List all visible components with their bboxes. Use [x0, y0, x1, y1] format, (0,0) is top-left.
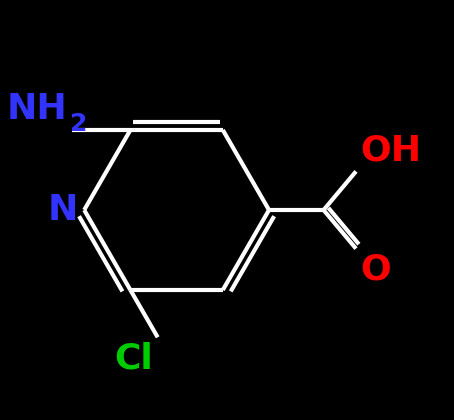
Text: 2: 2	[69, 112, 87, 136]
Text: O: O	[360, 253, 391, 287]
Text: Cl: Cl	[115, 341, 153, 375]
Text: N: N	[48, 193, 78, 227]
Text: NH: NH	[7, 92, 67, 126]
Text: OH: OH	[360, 133, 421, 167]
